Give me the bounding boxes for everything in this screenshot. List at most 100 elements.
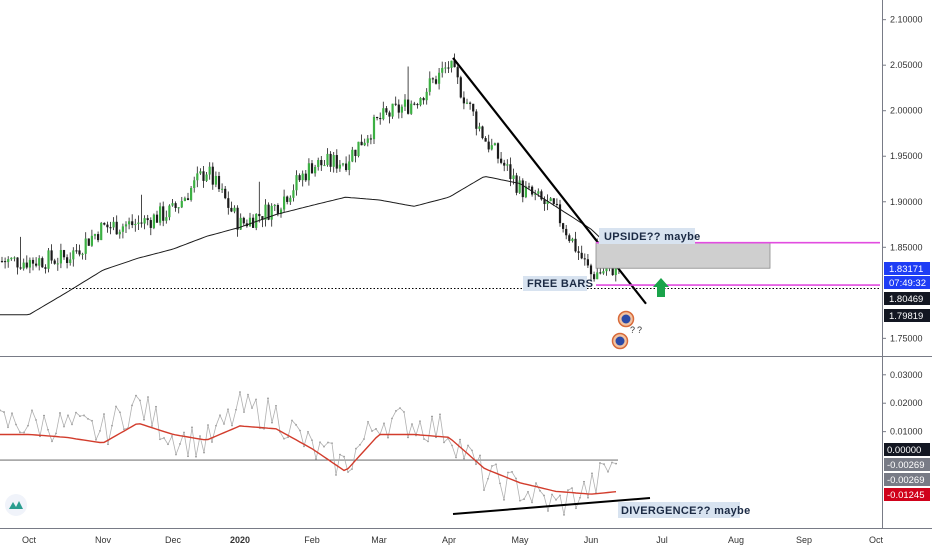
candle — [422, 96, 425, 105]
candle — [329, 151, 332, 172]
candle — [478, 122, 481, 132]
svg-text:?: ? — [637, 325, 642, 335]
candle — [562, 222, 565, 233]
candle — [496, 142, 500, 164]
free-bars-annotation[interactable]: FREE BARS — [523, 276, 593, 291]
upside-zone[interactable] — [595, 242, 771, 269]
candle — [155, 210, 159, 223]
candle — [93, 233, 97, 240]
candle — [574, 231, 577, 253]
candle — [59, 243, 62, 269]
candle — [242, 216, 245, 226]
candle — [571, 237, 574, 243]
candle — [465, 98, 469, 105]
price-tag: 1.79819 — [884, 309, 930, 322]
candle — [577, 246, 580, 261]
indicator-value-tag: -0.00269 — [884, 458, 930, 471]
indicator-y-tick-label: 0.02000 — [890, 398, 923, 408]
candle — [100, 221, 103, 241]
candle — [233, 205, 236, 214]
divergence-line[interactable] — [452, 497, 651, 515]
candle — [450, 60, 453, 73]
candle — [345, 156, 348, 172]
candle — [397, 99, 400, 119]
candle — [366, 134, 369, 147]
candle — [434, 75, 438, 85]
candle — [66, 254, 69, 269]
x-tick-label: Nov — [95, 535, 112, 545]
candle — [121, 223, 124, 239]
candle — [348, 154, 351, 176]
y-tick-label: 1.95000 — [890, 151, 923, 161]
candle — [270, 203, 273, 227]
candle — [546, 194, 549, 211]
candle — [56, 257, 59, 271]
candle — [589, 263, 593, 281]
main-pane[interactable] — [0, 0, 882, 356]
candle — [177, 207, 180, 214]
candle — [62, 249, 66, 260]
candle — [109, 221, 112, 235]
candle — [38, 255, 41, 271]
indicator-value-tag: 0.00000 — [884, 443, 930, 456]
candle — [205, 171, 208, 183]
candle — [469, 101, 472, 110]
candle — [462, 91, 465, 110]
candle — [481, 125, 484, 140]
indicator-value-tag: -0.01245 — [884, 488, 930, 501]
indicator-pane[interactable] — [0, 358, 882, 524]
divergence-annotation[interactable]: DIVERGENCE?? maybe — [618, 502, 750, 518]
tradingview-logo-icon[interactable] — [5, 494, 27, 516]
y-tick-label: 1.90000 — [890, 197, 923, 207]
candle — [341, 162, 345, 167]
y-tick-label: 2.10000 — [890, 15, 923, 25]
candle — [292, 184, 295, 202]
candle — [425, 88, 428, 105]
candle — [379, 112, 382, 125]
candle — [149, 217, 152, 236]
y-tick-label: 1.85000 — [890, 242, 923, 252]
candle — [146, 214, 149, 226]
price-tag: 1.80469 — [884, 292, 930, 305]
candle — [87, 238, 90, 246]
candle — [258, 181, 261, 223]
candle — [549, 196, 552, 202]
candle — [323, 159, 326, 167]
candle — [162, 201, 165, 227]
candle — [484, 136, 487, 142]
candle — [338, 160, 341, 172]
candle — [236, 205, 239, 237]
candle — [41, 256, 44, 268]
candle — [211, 162, 214, 190]
candle — [168, 204, 171, 221]
candle — [159, 202, 162, 226]
indicator-layer — [0, 391, 651, 516]
x-tick-label: Feb — [304, 535, 320, 545]
candle — [273, 203, 276, 212]
price-tag: 07:49:32 — [884, 276, 930, 289]
candle — [410, 100, 413, 115]
event-flag-icon[interactable]: ? ? — [611, 310, 643, 350]
candle — [69, 252, 72, 266]
svg-text:-0.01245: -0.01245 — [887, 490, 925, 501]
x-tick-label: Sep — [796, 535, 812, 545]
candle — [487, 134, 490, 153]
candle — [261, 216, 264, 228]
up-arrow-icon[interactable] — [653, 278, 669, 297]
candle — [295, 170, 298, 196]
candle — [283, 189, 286, 213]
upside-label: UPSIDE?? maybe — [604, 231, 701, 243]
candle — [190, 185, 193, 202]
svg-text:?: ? — [630, 325, 635, 335]
candle — [407, 66, 410, 115]
candle — [394, 96, 397, 107]
candle — [106, 221, 109, 233]
price-tag: 1.83171 — [884, 262, 930, 275]
upside-annotation[interactable]: UPSIDE?? maybe — [599, 228, 701, 244]
candle — [131, 214, 134, 229]
candle — [35, 257, 38, 268]
candle — [16, 257, 19, 275]
candle — [565, 224, 568, 240]
candle — [391, 103, 394, 119]
